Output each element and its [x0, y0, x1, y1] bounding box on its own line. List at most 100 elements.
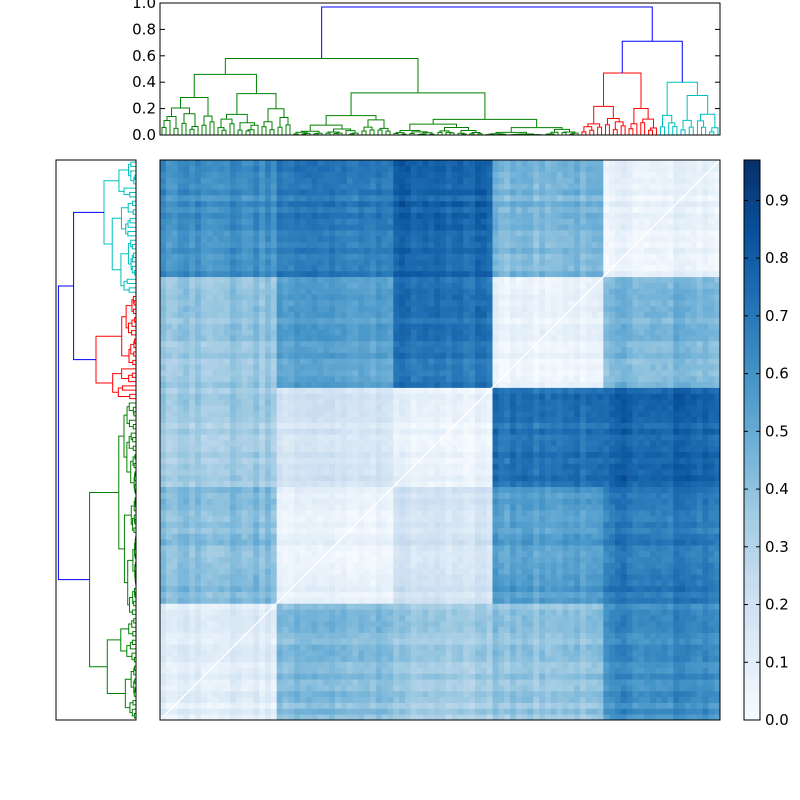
heatmap-cell	[445, 498, 453, 505]
heatmap-cell	[265, 492, 272, 499]
heatmap-cell	[259, 673, 266, 680]
heatmap-cell	[259, 556, 266, 563]
heatmap-cell	[574, 475, 581, 482]
heatmap-cell	[533, 498, 540, 505]
heatmap-cell	[545, 480, 552, 488]
heatmap-cell	[183, 451, 190, 458]
heatmap-cell	[702, 585, 709, 593]
heatmap-cell	[364, 568, 371, 575]
heatmap-cell	[241, 685, 248, 692]
heatmap-cell	[638, 626, 645, 633]
heatmap-cell	[329, 655, 336, 663]
heatmap-cell	[253, 498, 260, 505]
heatmap-cell	[685, 667, 692, 674]
heatmap-cell	[527, 434, 534, 441]
heatmap-cell	[410, 550, 418, 558]
heatmap-cell	[282, 445, 289, 453]
heatmap-cell	[702, 550, 709, 558]
heatmap-cell	[206, 574, 213, 581]
heatmap-cell	[387, 492, 394, 499]
heatmap-cell	[463, 591, 470, 598]
heatmap-cell	[580, 685, 587, 692]
heatmap-cell	[340, 469, 348, 476]
heatmap-cell	[259, 562, 266, 569]
heatmap-cell	[340, 550, 348, 558]
heatmap-cell	[504, 562, 511, 569]
heatmap-cell	[626, 457, 633, 464]
heatmap-cell	[329, 667, 336, 674]
heatmap-cell	[235, 690, 243, 698]
heatmap-cell	[655, 469, 663, 476]
heatmap-cell	[218, 434, 225, 441]
heatmap-cell	[241, 679, 248, 686]
heatmap-cell	[510, 475, 517, 482]
heatmap-cell	[469, 463, 476, 470]
heatmap-cell	[416, 504, 423, 511]
heatmap-cell	[200, 556, 208, 563]
heatmap-cell	[381, 545, 388, 552]
heatmap-cell	[311, 504, 318, 511]
heatmap-cell	[445, 620, 453, 628]
heatmap-cell	[183, 615, 190, 622]
heatmap-cell	[422, 463, 429, 470]
heatmap-cell	[370, 690, 377, 698]
heatmap-cell	[253, 550, 260, 558]
heatmap-cell	[603, 504, 610, 511]
heatmap-cell	[521, 638, 528, 645]
heatmap-cell	[224, 527, 231, 534]
heatmap-cell	[515, 591, 523, 598]
heatmap-cell	[591, 597, 598, 604]
heatmap-cell	[527, 562, 534, 569]
heatmap-cell	[317, 644, 324, 651]
heatmap-cell	[661, 585, 668, 593]
heatmap-cell	[288, 655, 295, 663]
heatmap-cell	[615, 708, 622, 715]
heatmap-cell	[422, 591, 429, 598]
heatmap-cell	[714, 574, 721, 581]
heatmap-cell	[603, 696, 610, 703]
heatmap-cell	[282, 708, 289, 715]
heatmap-cell	[702, 545, 709, 552]
heatmap-cell	[434, 650, 441, 657]
heatmap-cell	[230, 556, 237, 563]
heatmap-cell	[690, 673, 698, 680]
heatmap-cell	[667, 655, 674, 663]
heatmap-cell	[714, 638, 721, 645]
heatmap-cell	[405, 650, 412, 657]
heatmap-cell	[451, 638, 458, 645]
heatmap-cell	[440, 690, 447, 698]
heatmap-cell	[160, 527, 167, 534]
heatmap-cell	[504, 626, 511, 633]
heatmap-cell	[311, 702, 318, 709]
heatmap-cell	[480, 714, 488, 721]
heatmap-cell	[568, 550, 575, 558]
heatmap-cell	[673, 679, 680, 686]
heatmap-cell	[352, 696, 359, 703]
heatmap-cell	[591, 574, 598, 581]
heatmap-cell	[714, 504, 721, 511]
heatmap-cell	[644, 527, 651, 534]
heatmap-cell	[218, 603, 225, 610]
heatmap-cell	[667, 638, 674, 645]
heatmap-cell	[661, 615, 668, 622]
heatmap-cell	[352, 469, 359, 476]
heatmap-cell	[381, 562, 388, 569]
heatmap-cell	[603, 521, 610, 528]
heatmap-cell	[515, 632, 523, 639]
heatmap-cell	[690, 650, 698, 657]
heatmap-cell	[370, 533, 377, 540]
heatmap-cell	[387, 655, 394, 663]
heatmap-cell	[521, 451, 528, 458]
heatmap-cell	[527, 568, 534, 575]
heatmap-cell	[259, 644, 266, 651]
heatmap-cell	[393, 562, 400, 569]
heatmap-cell	[696, 673, 703, 680]
heatmap-cell	[568, 562, 575, 569]
heatmap-cell	[340, 475, 348, 482]
heatmap-cell	[393, 609, 400, 616]
heatmap-cell	[177, 661, 184, 668]
heatmap-cell	[463, 574, 470, 581]
heatmap-cell	[609, 644, 616, 651]
heatmap-cell	[562, 475, 569, 482]
heatmap-cell	[650, 457, 657, 464]
